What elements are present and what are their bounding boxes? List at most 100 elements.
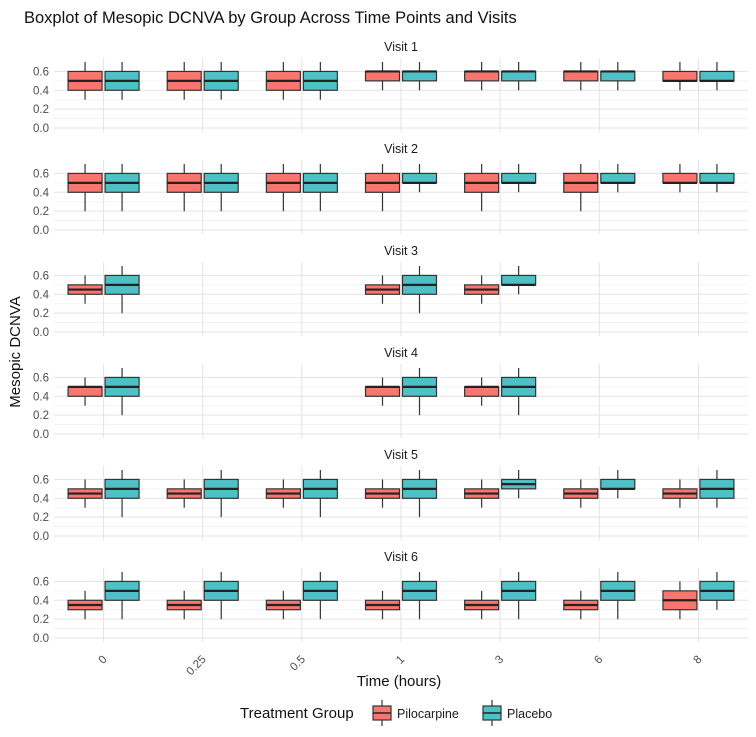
box-placebo <box>501 62 537 91</box>
box-pilocarpine <box>265 164 301 212</box>
box-placebo <box>699 62 735 91</box>
box-placebo <box>699 164 735 193</box>
box-pilocarpine <box>662 62 698 91</box>
x-axis-label: Time (hours) <box>357 673 441 690</box>
box-iqr <box>662 70 698 82</box>
box-iqr <box>501 274 537 286</box>
box-pilocarpine <box>364 62 401 91</box>
legend-key-pilocarpine <box>372 700 392 726</box>
box-iqr <box>699 70 735 82</box>
x-tick-label: 0.25 <box>185 654 209 678</box>
box-pilocarpine <box>364 164 401 212</box>
box-placebo <box>699 470 735 508</box>
legend-label: Pilocarpine <box>397 707 459 721</box>
legend-title: Treatment Group <box>240 705 354 722</box>
box-pilocarpine <box>563 590 599 620</box>
box-pilocarpine <box>364 590 401 620</box>
box-pilocarpine <box>265 590 301 620</box>
box-iqr <box>600 172 636 184</box>
box-pilocarpine <box>265 62 301 100</box>
box-iqr <box>699 172 735 184</box>
box-pilocarpine <box>464 479 500 508</box>
x-tick-label: 3 <box>493 654 506 667</box>
box-pilocarpine <box>563 164 599 212</box>
box-placebo <box>401 470 438 518</box>
box-iqr <box>67 386 103 397</box>
box-placebo <box>401 572 438 620</box>
box-pilocarpine <box>464 590 500 620</box>
x-tick-label: 8 <box>692 654 705 667</box>
y-tick-label: 0.0 <box>33 531 49 543</box>
box-placebo <box>401 62 438 91</box>
y-tick-label: 0.0 <box>33 429 49 441</box>
panel-title: Visit 6 <box>384 550 418 564</box>
y-tick-label: 0.2 <box>33 206 49 218</box>
box-pilocarpine <box>464 377 500 406</box>
y-tick-label: 0.6 <box>33 372 49 384</box>
box-iqr <box>563 70 599 82</box>
panel-title: Visit 3 <box>384 244 418 258</box>
box-pilocarpine <box>67 164 103 212</box>
x-tick-label: 0 <box>97 654 110 667</box>
legend-label: Placebo <box>507 707 552 721</box>
panel-title: Visit 5 <box>384 448 418 462</box>
box-placebo <box>203 62 239 100</box>
box-placebo <box>302 164 338 212</box>
facet-panel: Visit 1 0.0 0.2 0.4 0.6 <box>33 40 748 135</box>
box-iqr <box>364 70 401 82</box>
box-pilocarpine <box>364 377 401 406</box>
facet-panel: Visit 4 0.0 0.2 0.4 0.6 <box>33 346 748 441</box>
box-iqr <box>600 478 636 490</box>
y-axis-label: Mesopic DCNVA <box>7 296 24 407</box>
box-iqr <box>501 70 537 82</box>
box-pilocarpine <box>67 62 103 100</box>
box-pilocarpine <box>662 581 698 620</box>
box-pilocarpine <box>166 62 202 100</box>
y-tick-label: 0.4 <box>33 187 50 199</box>
y-tick-label: 0.4 <box>33 391 50 403</box>
box-iqr <box>662 172 698 184</box>
box-pilocarpine <box>662 164 698 193</box>
box-placebo <box>401 368 438 416</box>
box-placebo <box>600 572 636 620</box>
y-tick-label: 0.4 <box>33 595 50 607</box>
box-pilocarpine <box>464 275 500 304</box>
box-pilocarpine <box>464 62 500 91</box>
box-pilocarpine <box>166 590 202 620</box>
legend: Treatment Group Pilocarpine Placebo <box>240 700 552 726</box>
box-placebo <box>600 62 636 91</box>
box-pilocarpine <box>166 479 202 508</box>
box-iqr <box>364 386 401 397</box>
box-placebo <box>203 470 239 518</box>
box-placebo <box>501 470 537 499</box>
facet-panel: Visit 6 0.0 0.2 0.4 0.6 <box>33 550 748 645</box>
chart-title: Boxplot of Mesopic DCNVA by Group Across… <box>24 9 517 27</box>
box-placebo <box>104 266 140 314</box>
box-placebo <box>501 368 537 416</box>
y-tick-label: 0.4 <box>33 493 50 505</box>
facet-panel: Visit 3 0.0 0.2 0.4 0.6 <box>33 244 748 339</box>
y-tick-label: 0.2 <box>33 614 49 626</box>
y-tick-label: 0.6 <box>33 66 49 78</box>
box-pilocarpine <box>67 377 103 406</box>
box-pilocarpine <box>364 275 401 304</box>
box-placebo <box>302 470 338 518</box>
box-iqr <box>401 172 438 184</box>
box-placebo <box>699 572 735 610</box>
box-placebo <box>501 164 537 193</box>
box-pilocarpine <box>67 590 103 620</box>
box-placebo <box>401 164 438 193</box>
box-placebo <box>104 470 140 518</box>
box-placebo <box>104 572 140 620</box>
y-tick-label: 0.6 <box>33 168 49 180</box>
box-placebo <box>302 572 338 620</box>
box-iqr <box>464 386 500 397</box>
box-iqr <box>501 172 537 184</box>
y-tick-label: 0.6 <box>33 270 49 282</box>
box-pilocarpine <box>563 479 599 508</box>
panel-title: Visit 4 <box>384 346 418 360</box>
y-tick-label: 0.2 <box>33 512 49 524</box>
